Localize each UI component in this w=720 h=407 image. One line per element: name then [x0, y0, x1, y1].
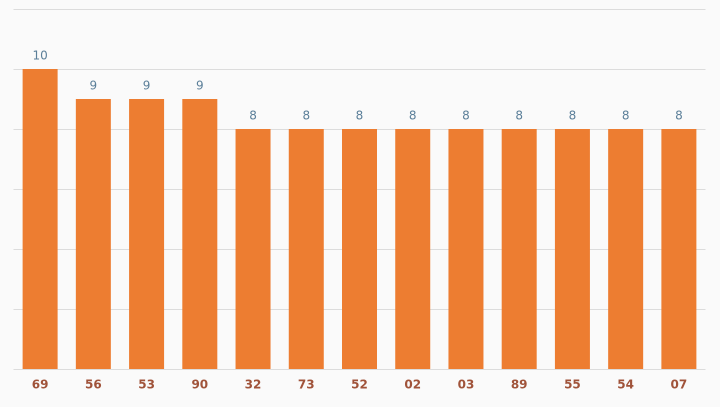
- bar: [608, 129, 644, 369]
- x-tick-label: 89: [511, 378, 528, 392]
- value-label: 9: [90, 79, 98, 93]
- bar: [661, 129, 697, 369]
- x-tick-label: 52: [351, 378, 368, 392]
- x-tick-label: 07: [671, 378, 688, 392]
- x-tick-label: 56: [85, 378, 102, 392]
- x-tick-label: 55: [564, 378, 581, 392]
- value-label: 8: [622, 109, 630, 123]
- x-tick-label: 54: [617, 378, 634, 392]
- x-tick-label: 73: [298, 378, 315, 392]
- bar: [235, 129, 271, 369]
- bar: [75, 99, 111, 369]
- value-label: 9: [196, 79, 204, 93]
- value-label: 8: [515, 109, 523, 123]
- value-label: 8: [249, 109, 257, 123]
- x-tick-label: 32: [245, 378, 262, 392]
- bar: [554, 129, 590, 369]
- bar: [395, 129, 431, 369]
- x-tick-label: 90: [191, 378, 208, 392]
- value-label: 8: [462, 109, 470, 123]
- x-tick-label: 03: [458, 378, 475, 392]
- x-tick-label: 69: [32, 378, 49, 392]
- value-label: 8: [302, 109, 310, 123]
- bar: [448, 129, 484, 369]
- value-label: 8: [356, 109, 364, 123]
- bar: [288, 129, 324, 369]
- x-tick-label: 53: [138, 378, 155, 392]
- value-label: 9: [143, 79, 151, 93]
- bar: [182, 99, 218, 369]
- value-label: 8: [409, 109, 417, 123]
- x-tick-label: 02: [404, 378, 421, 392]
- value-label: 8: [569, 109, 577, 123]
- value-label: 8: [675, 109, 683, 123]
- bar: [501, 129, 537, 369]
- value-label: 10: [32, 49, 47, 63]
- bar: [342, 129, 377, 369]
- bar: [129, 99, 165, 369]
- bar: [22, 69, 58, 369]
